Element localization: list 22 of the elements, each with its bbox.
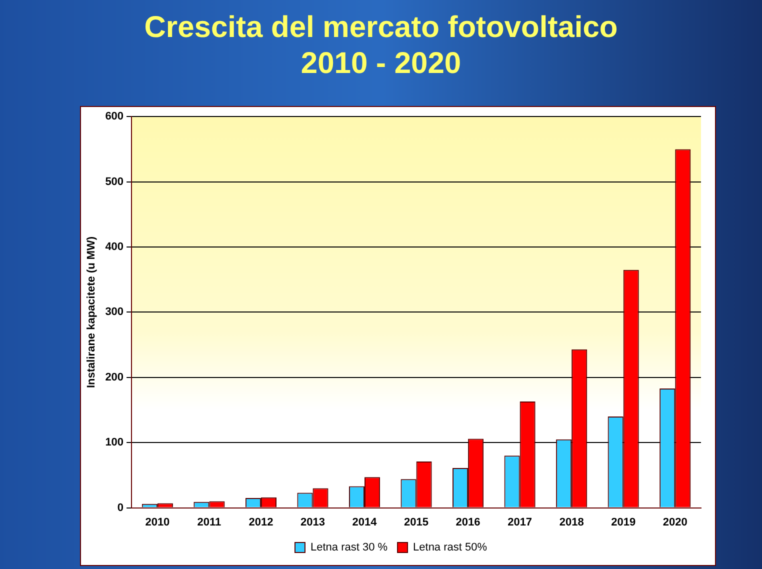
x-tick-label: 2010 (145, 516, 170, 528)
x-tick-label: 2017 (508, 516, 532, 528)
y-tick-label: 400 (105, 241, 124, 254)
y-tick-label: 200 (105, 371, 124, 384)
x-tick-label: 2011 (197, 516, 222, 528)
legend-label: Letna rast 50% (413, 542, 488, 554)
legend-label: Letna rast 30 % (310, 542, 388, 554)
x-tick-label: 2012 (248, 516, 274, 528)
x-tick-label: 2016 (456, 516, 480, 528)
x-tick-label: 2014 (352, 516, 378, 528)
y-tick-label: 300 (105, 306, 124, 318)
y-tick-label: 0 (117, 502, 124, 514)
x-tick-label: 2013 (300, 516, 325, 528)
chart-title: Crescita del mercato fotovoltaico 2010 - 2020 (143, 10, 619, 82)
x-tick-label: 2020 (662, 516, 688, 528)
x-tick-label: 2018 (559, 516, 584, 528)
y-tick-label: 600 (105, 110, 124, 123)
y-tick-label: 100 (105, 436, 124, 449)
x-tick-label: 2015 (404, 516, 429, 528)
y-tick-label: 500 (105, 176, 124, 188)
y-axis-title: Instalirane kapacitete (u MW) (86, 236, 98, 388)
x-tick-label: 2019 (611, 516, 636, 528)
